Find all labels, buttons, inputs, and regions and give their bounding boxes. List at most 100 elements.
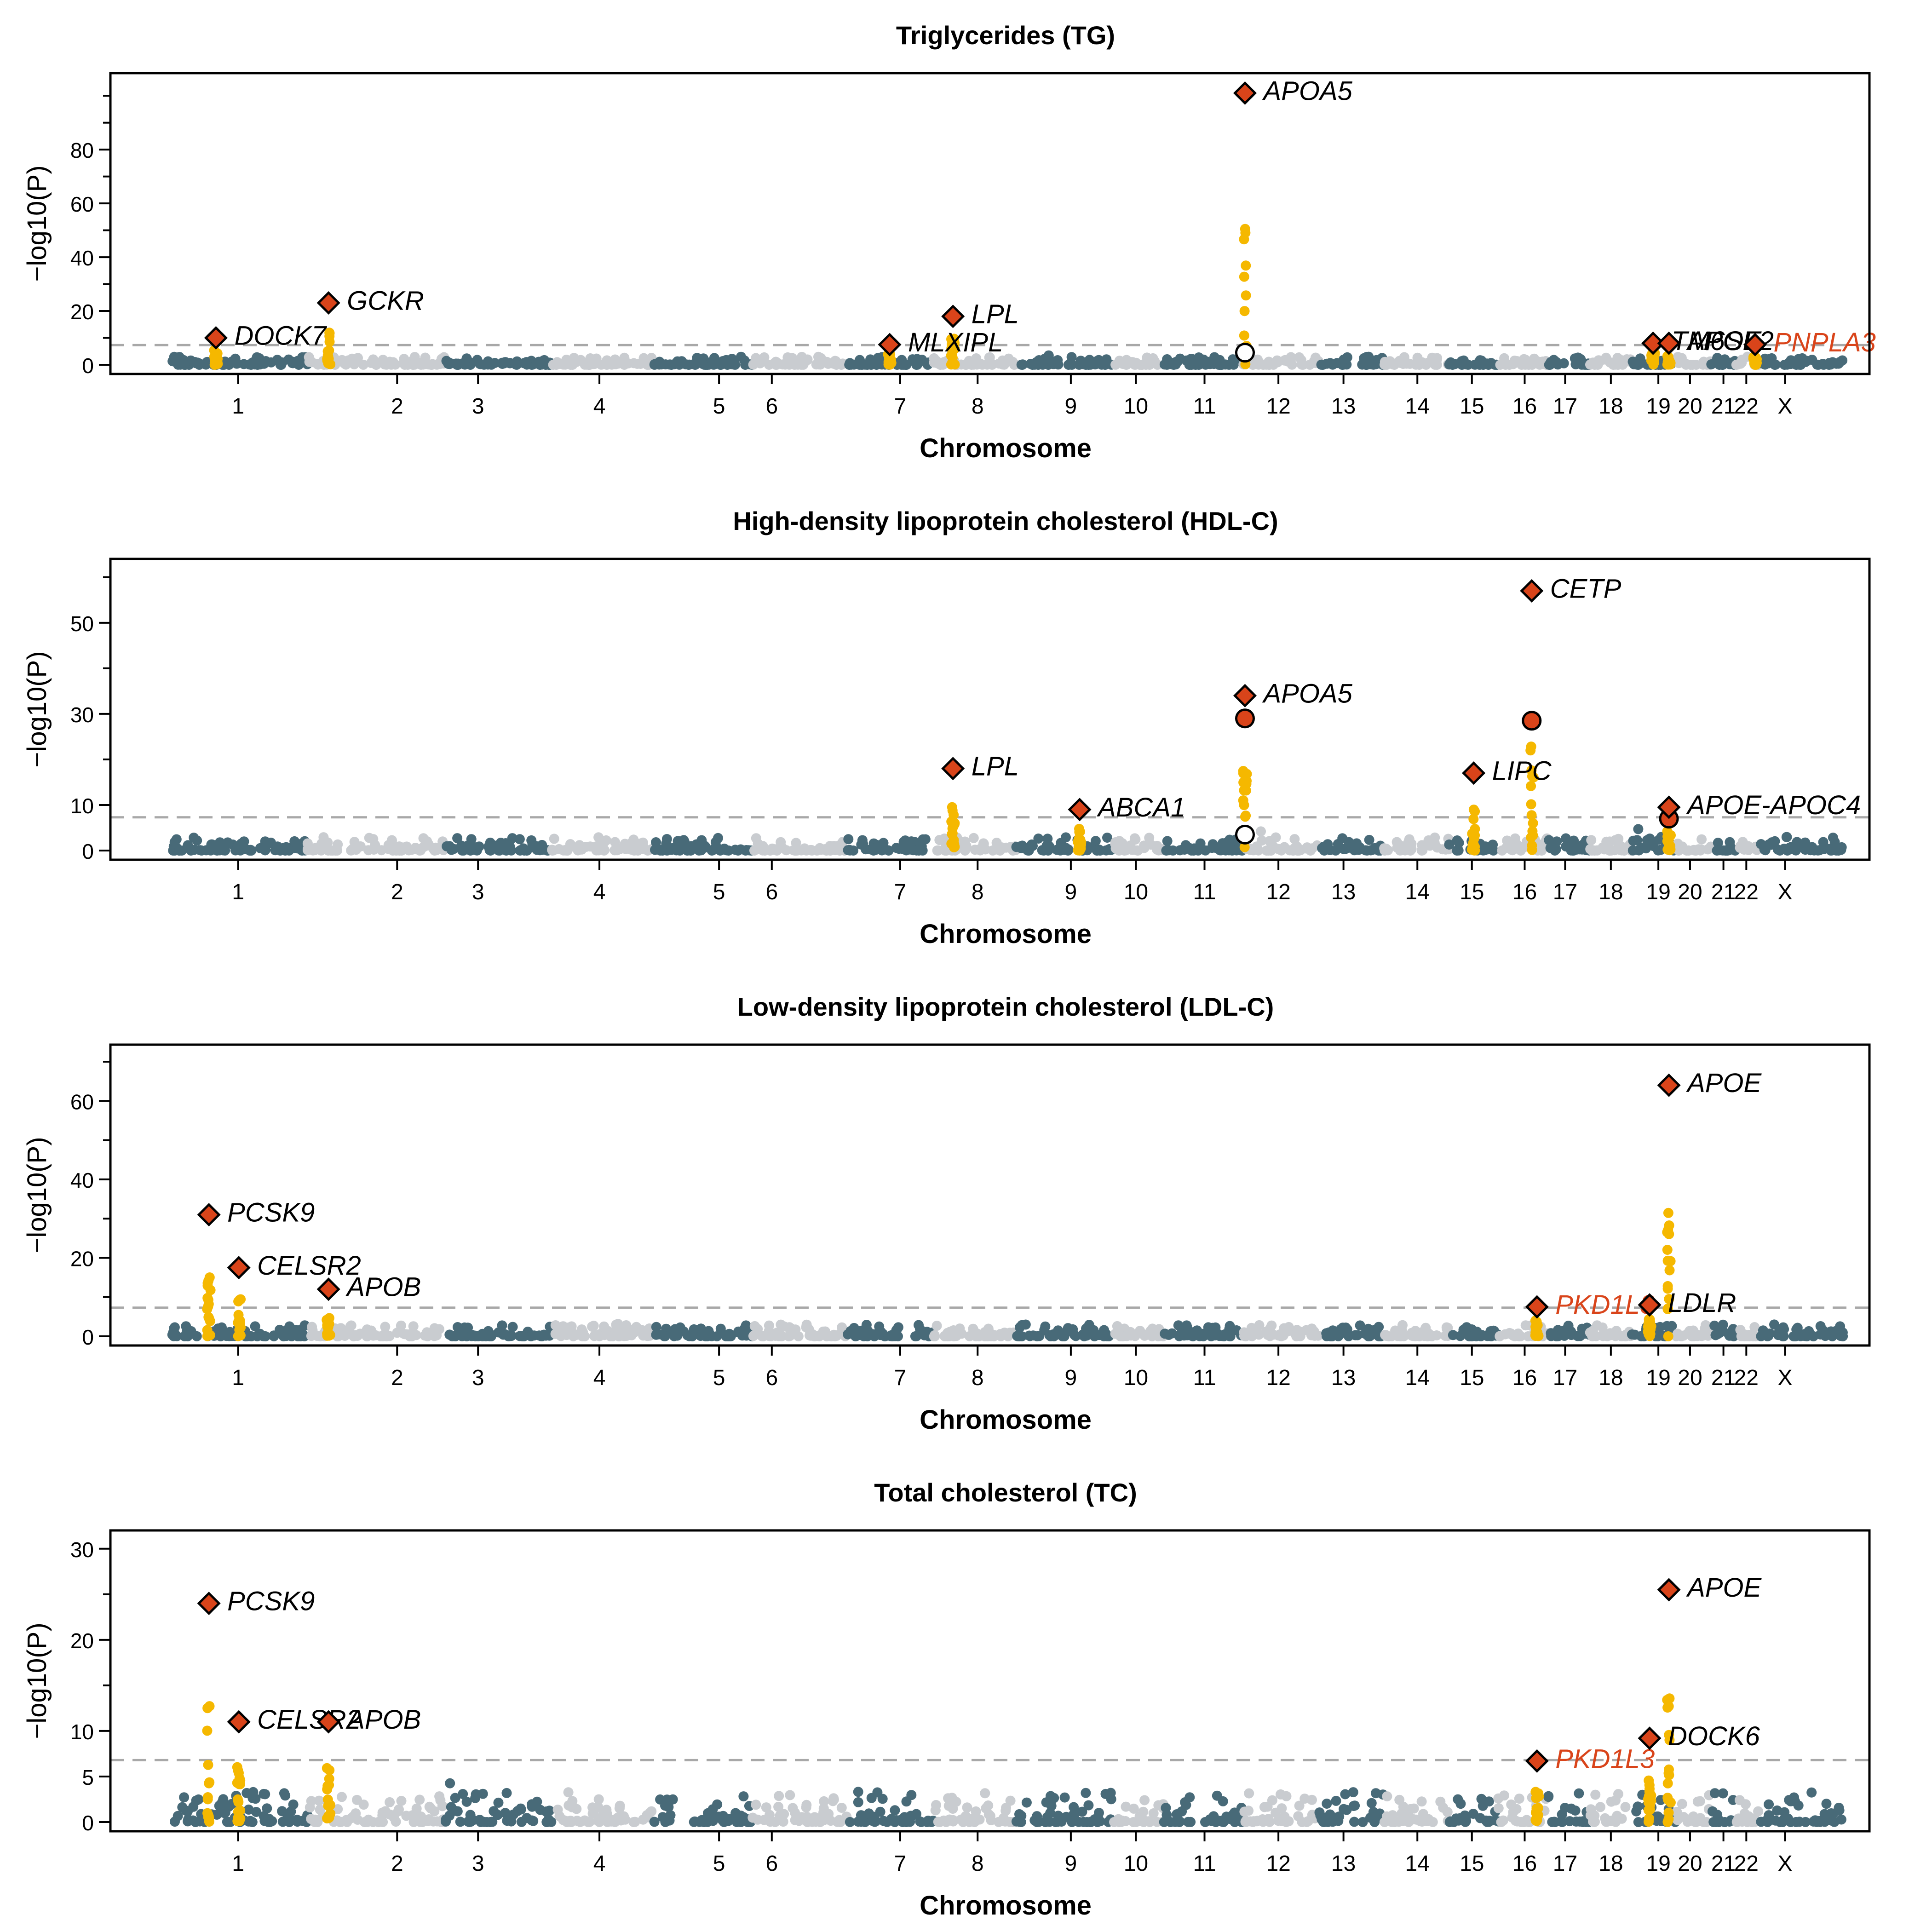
snp-point [1081, 1788, 1091, 1798]
snp-point [610, 837, 620, 847]
snp-point [964, 356, 974, 366]
snp-point [1387, 1810, 1398, 1821]
x-tick-label: 2 [391, 1366, 403, 1390]
snp-point [250, 1794, 261, 1804]
snp-point [341, 1329, 351, 1340]
snp-point [1590, 1817, 1600, 1827]
snp-point [1184, 843, 1194, 854]
y-axis-label: −log10(P) [22, 651, 52, 767]
snp-point [461, 353, 472, 364]
snp-point [1212, 1790, 1222, 1801]
snp-point [1710, 1788, 1720, 1799]
snp-point [188, 1815, 198, 1826]
snp-point [684, 360, 694, 370]
x-axis-label: Chromosome [920, 1405, 1092, 1435]
x-tick-label: 9 [1065, 394, 1077, 419]
snp-point [1357, 1817, 1368, 1827]
snp-point [1202, 356, 1212, 367]
y-tick-label: 80 [70, 138, 94, 162]
snp-point [1212, 843, 1223, 854]
lead-snp-diamond [1233, 684, 1257, 707]
locus-snp-point [203, 1760, 213, 1770]
snp-point [920, 834, 931, 845]
snp-point [1837, 355, 1848, 366]
snp-point [224, 360, 234, 370]
snp-point [653, 1329, 664, 1340]
snp-point [1464, 1331, 1474, 1341]
snp-point [493, 1327, 504, 1338]
snp-point [516, 1804, 526, 1815]
snp-point [934, 835, 945, 845]
snp-point [1667, 1321, 1677, 1331]
snp-point [1644, 834, 1655, 844]
snp-point [751, 833, 761, 844]
locus-snp-point [324, 1329, 334, 1340]
snp-point [1493, 1803, 1504, 1813]
snp-point [1313, 1330, 1323, 1341]
x-tick-label: 14 [1405, 1366, 1430, 1390]
snp-point [393, 1806, 403, 1817]
snp-point [1049, 1793, 1059, 1803]
snp-point [456, 1326, 466, 1336]
locus-snp-point [1664, 1770, 1674, 1780]
snp-point [294, 355, 305, 366]
locus-snp-point [1662, 1817, 1673, 1827]
x-tick-label: 17 [1553, 880, 1577, 904]
snp-point [999, 359, 1010, 370]
snp-point [381, 1331, 392, 1341]
snp-point [1609, 845, 1620, 856]
y-tick-label: 30 [70, 1538, 94, 1562]
snp-point [434, 1791, 445, 1802]
snp-point [1362, 845, 1372, 856]
panel-title: Total cholesterol (TC) [874, 1478, 1137, 1507]
snp-point [366, 357, 376, 368]
snp-point [911, 1331, 922, 1341]
x-tick-label: 18 [1598, 880, 1623, 904]
snp-point [1442, 1807, 1453, 1817]
snp-point [407, 1331, 417, 1341]
snp-point [1811, 1817, 1822, 1827]
snp-point [1397, 841, 1408, 851]
snp-point [541, 1817, 552, 1827]
x-tick-label: X [1777, 394, 1792, 419]
snp-point [1223, 837, 1234, 847]
snp-point [1714, 1328, 1725, 1338]
snp-point [368, 834, 379, 845]
snp-point [862, 1331, 873, 1341]
snp-point [1125, 356, 1135, 367]
snp-point [1206, 1331, 1216, 1341]
locus-snp-point [233, 1296, 244, 1307]
snp-point [1800, 837, 1811, 848]
snp-point [751, 1800, 761, 1810]
x-tick-label: X [1777, 1366, 1792, 1390]
snp-point [1762, 1331, 1773, 1341]
snp-point [1486, 358, 1496, 368]
snp-point [948, 1816, 959, 1827]
snp-point [1586, 835, 1597, 845]
snp-point [1684, 845, 1694, 856]
snp-point [1600, 1813, 1610, 1823]
snp-point [1102, 833, 1112, 843]
snp-point [1177, 1806, 1187, 1817]
y-tick-label: 10 [70, 794, 94, 818]
x-tick-label: 5 [713, 394, 725, 419]
snp-point [420, 352, 431, 363]
snp-point [1760, 1816, 1771, 1826]
snp-point [1318, 841, 1329, 852]
snp-point [554, 844, 564, 854]
snp-point [866, 1793, 877, 1803]
snp-point [956, 1328, 967, 1339]
snp-point [1139, 1330, 1150, 1341]
snp-point [753, 1324, 763, 1334]
snp-point [458, 1789, 468, 1799]
gene-label: LPL [972, 752, 1019, 782]
snp-point [1061, 832, 1071, 843]
x-tick-label: 18 [1598, 1366, 1623, 1390]
snp-point [1271, 1807, 1281, 1818]
snp-point [1785, 359, 1796, 369]
gene-label: PCSK9 [227, 1198, 315, 1228]
snp-point [612, 1324, 622, 1334]
snp-point [702, 1816, 712, 1826]
locus-snp-point [1467, 828, 1478, 839]
